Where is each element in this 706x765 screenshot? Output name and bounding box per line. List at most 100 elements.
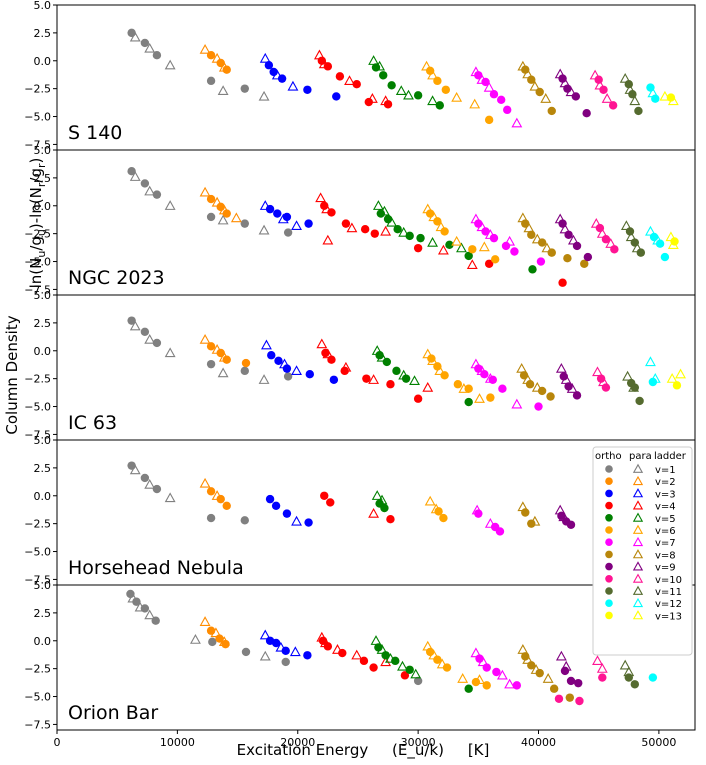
para-point bbox=[625, 231, 637, 242]
para-point bbox=[516, 362, 528, 373]
legend-para-marker bbox=[632, 610, 644, 620]
para-point bbox=[428, 649, 440, 660]
para-point bbox=[322, 348, 334, 359]
para-point bbox=[378, 205, 390, 216]
para-point bbox=[504, 235, 516, 246]
x-tick-label: 30000 bbox=[401, 736, 436, 749]
ortho-point bbox=[453, 380, 463, 389]
legend-ortho-marker bbox=[605, 575, 613, 583]
ortho-point bbox=[434, 507, 443, 516]
ortho-point bbox=[521, 508, 530, 517]
ortho-point bbox=[304, 518, 313, 527]
ortho-point bbox=[206, 50, 216, 60]
para-point bbox=[566, 383, 578, 393]
legend-label: v=13 bbox=[655, 611, 682, 622]
legend-header: ortho bbox=[595, 451, 622, 462]
ortho-point bbox=[496, 95, 506, 105]
y-tick-label: 0.0 bbox=[34, 345, 52, 358]
y-tick-label: −5.0 bbox=[24, 546, 51, 559]
ortho-point bbox=[583, 252, 593, 262]
x-tick-label: 50000 bbox=[641, 736, 676, 749]
para-point bbox=[558, 511, 570, 522]
ortho-point bbox=[152, 484, 162, 494]
y-tick-label: −7.5 bbox=[24, 573, 51, 586]
para-point bbox=[631, 242, 643, 253]
ortho-point bbox=[575, 696, 584, 706]
para-point bbox=[530, 664, 542, 674]
ortho-point bbox=[672, 381, 682, 390]
para-point bbox=[559, 77, 571, 88]
legend-ortho-marker bbox=[605, 611, 613, 620]
y-tick-label: 0.0 bbox=[34, 490, 52, 503]
ortho-point bbox=[433, 655, 442, 664]
legend-label: v=9 bbox=[655, 563, 676, 574]
ortho-point bbox=[206, 194, 216, 204]
para-point bbox=[258, 224, 270, 235]
ortho-point bbox=[265, 494, 275, 504]
ortho-point bbox=[486, 393, 495, 402]
ortho-point bbox=[549, 684, 559, 693]
para-point bbox=[144, 609, 156, 620]
ortho-point bbox=[208, 637, 217, 647]
para-point bbox=[211, 490, 223, 500]
ortho-point bbox=[281, 657, 290, 667]
legend-label: v=1 bbox=[655, 465, 676, 476]
ortho-point bbox=[222, 65, 231, 74]
ortho-point bbox=[440, 227, 449, 236]
para-point bbox=[619, 72, 631, 83]
para-point bbox=[554, 504, 566, 515]
ortho-point bbox=[386, 380, 395, 389]
para-point bbox=[376, 351, 388, 362]
para-point bbox=[410, 668, 422, 679]
panel-title: IC 63 bbox=[68, 412, 117, 434]
ortho-point bbox=[495, 527, 505, 536]
para-point bbox=[422, 640, 434, 651]
ortho-point bbox=[536, 257, 546, 266]
para-point bbox=[484, 229, 496, 239]
para-point bbox=[211, 52, 223, 63]
ortho-point bbox=[206, 513, 216, 523]
para-point bbox=[332, 644, 343, 654]
para-point bbox=[374, 60, 386, 71]
para-point bbox=[560, 660, 572, 671]
para-point bbox=[555, 362, 567, 373]
y-tick-label: 0.0 bbox=[34, 55, 52, 68]
para-point bbox=[567, 234, 579, 245]
ortho-point bbox=[425, 66, 435, 76]
ortho-point bbox=[241, 647, 251, 657]
para-point bbox=[218, 636, 230, 647]
ortho-point bbox=[382, 357, 392, 367]
para-point bbox=[218, 204, 230, 215]
ortho-point bbox=[329, 375, 339, 384]
ortho-point bbox=[326, 498, 335, 507]
para-point bbox=[313, 49, 325, 60]
para-point bbox=[522, 68, 534, 79]
para-point bbox=[434, 365, 446, 375]
para-point bbox=[199, 616, 211, 626]
x-tick-label: 40000 bbox=[521, 736, 556, 749]
para-point bbox=[470, 213, 482, 224]
ortho-point bbox=[320, 491, 329, 500]
para-point bbox=[397, 660, 408, 671]
para-point bbox=[470, 66, 482, 77]
para-point bbox=[624, 84, 636, 94]
para-point bbox=[134, 601, 146, 612]
para-point bbox=[346, 222, 358, 233]
para-point bbox=[590, 217, 602, 228]
x-tick-label: 10000 bbox=[160, 736, 195, 749]
para-point bbox=[199, 477, 211, 488]
ortho-point bbox=[413, 676, 423, 686]
para-point bbox=[478, 241, 490, 252]
ortho-point bbox=[151, 616, 160, 625]
panel-title: S 140 bbox=[68, 122, 122, 144]
ortho-point bbox=[400, 671, 410, 680]
ortho-point bbox=[413, 394, 423, 403]
para-point bbox=[469, 98, 481, 109]
ortho-point bbox=[433, 217, 442, 226]
para-point bbox=[129, 320, 141, 331]
para-point bbox=[129, 31, 141, 42]
para-point bbox=[289, 646, 301, 657]
ortho-point bbox=[206, 212, 216, 222]
para-point bbox=[471, 504, 483, 515]
para-point bbox=[371, 345, 383, 355]
